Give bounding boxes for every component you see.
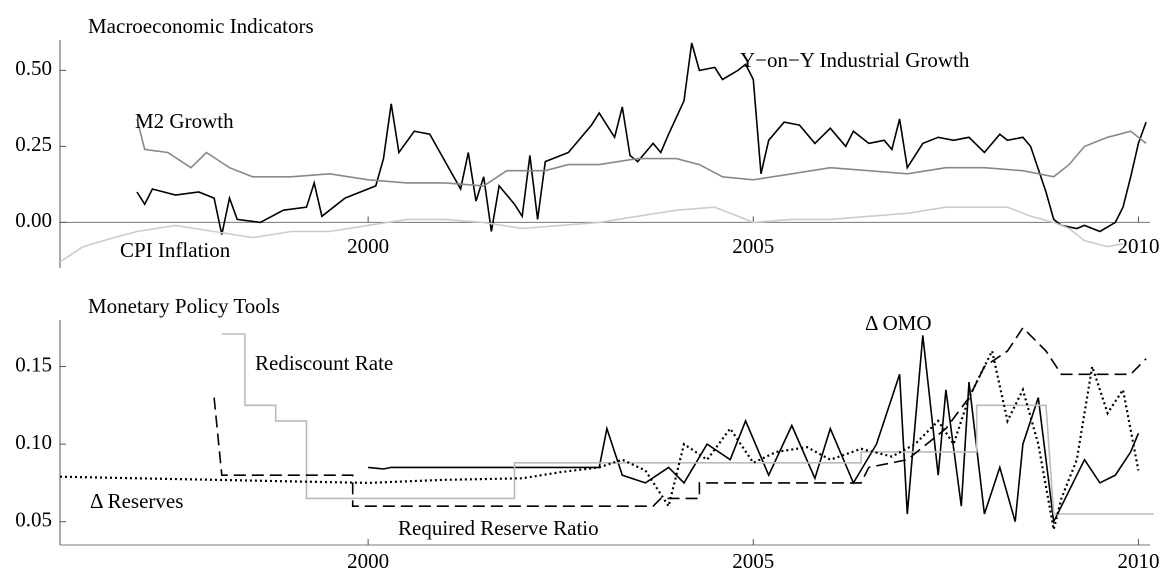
x-tick-label: 2010 xyxy=(1117,234,1159,258)
series-label: Required Reserve Ratio xyxy=(398,516,599,540)
y-tick-label: 0.15 xyxy=(15,352,52,376)
series-line xyxy=(368,335,1140,525)
chart-title: Monetary Policy Tools xyxy=(88,294,280,318)
x-tick-label: 2010 xyxy=(1117,549,1159,573)
x-tick-label: 2005 xyxy=(732,549,774,573)
y-tick-label: 0.50 xyxy=(15,56,52,80)
series-line xyxy=(213,326,1147,507)
series-label: Δ Reserves xyxy=(90,489,183,513)
chart-title: Macroeconomic Indicators xyxy=(88,14,314,38)
y-tick-label: 0.05 xyxy=(15,508,52,532)
series-line xyxy=(136,118,1147,187)
x-tick-label: 2000 xyxy=(347,234,389,258)
x-tick-label: 2005 xyxy=(732,234,774,258)
x-tick-label: 2000 xyxy=(347,549,389,573)
series-label: M2 Growth xyxy=(135,109,234,133)
series-line xyxy=(136,42,1147,235)
y-tick-label: 0.10 xyxy=(15,430,52,454)
y-tick-label: 0.00 xyxy=(15,208,52,232)
series-label: Rediscount Rate xyxy=(255,351,393,375)
series-label: Δ OMO xyxy=(865,311,932,335)
series-line xyxy=(221,333,1154,515)
series-line xyxy=(59,206,1124,263)
y-tick-label: 0.25 xyxy=(15,132,52,156)
series-label: CPI Inflation xyxy=(120,238,231,262)
series-label: Y−on−Y Industrial Growth xyxy=(740,48,970,72)
